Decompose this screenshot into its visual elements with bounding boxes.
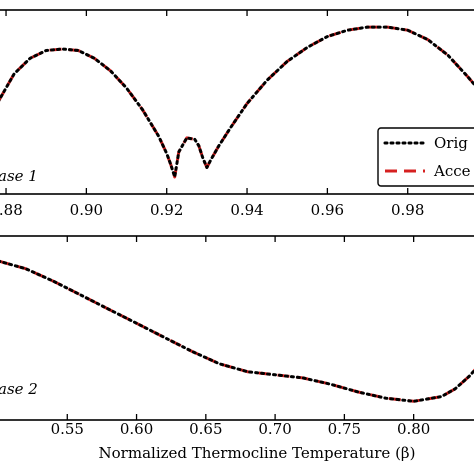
case-2-plot-frame (0, 235, 474, 421)
x-tick-label: 0.98 (391, 201, 424, 219)
x-tick-label: 0.55 (51, 420, 84, 438)
case-2-x-ticks: 0.55 0.60 0.65 0.70 0.75 0.80 (51, 236, 430, 438)
series-line-orig (0, 259, 474, 403)
x-tick-label: 0.80 (397, 420, 430, 438)
legend-orig-label: Orig (434, 134, 468, 152)
x-tick-label: 0.92 (150, 201, 183, 219)
case-1-series (0, 25, 474, 179)
x-tick-label: 0.70 (258, 420, 291, 438)
case-2-series (0, 259, 474, 403)
x-tick-label: 0.75 (328, 420, 361, 438)
series-line-acce (0, 259, 474, 403)
case-2-label: ase 2 (0, 380, 38, 398)
x-tick-label: 0.96 (311, 201, 344, 219)
x-tick-label: 0.65 (189, 420, 222, 438)
case-1-plot-frame (0, 9, 474, 195)
x-tick-label: 0.90 (70, 201, 103, 219)
x-tick-label: 0.88 (0, 201, 23, 219)
case-1-panel: 0.88 0.90 0.92 0.94 0.96 0.98 ase 1 Orig Acce (0, 9, 474, 219)
case-1-x-ticks: 0.88 0.90 0.92 0.94 0.96 0.98 (0, 10, 424, 219)
case-2-panel: 0.55 0.60 0.65 0.70 0.75 0.80 ase 2 Normalize… (0, 235, 474, 462)
x-axis-label: Normalized Thermocline Temperature (β) (99, 444, 416, 462)
x-tick-label: 0.60 (120, 420, 153, 438)
series-line-orig (0, 25, 474, 179)
legend: Orig Acce (377, 127, 474, 187)
x-tick-label: 0.94 (230, 201, 263, 219)
case-1-label: ase 1 (0, 167, 38, 185)
legend-acce-label: Acce (433, 162, 471, 180)
